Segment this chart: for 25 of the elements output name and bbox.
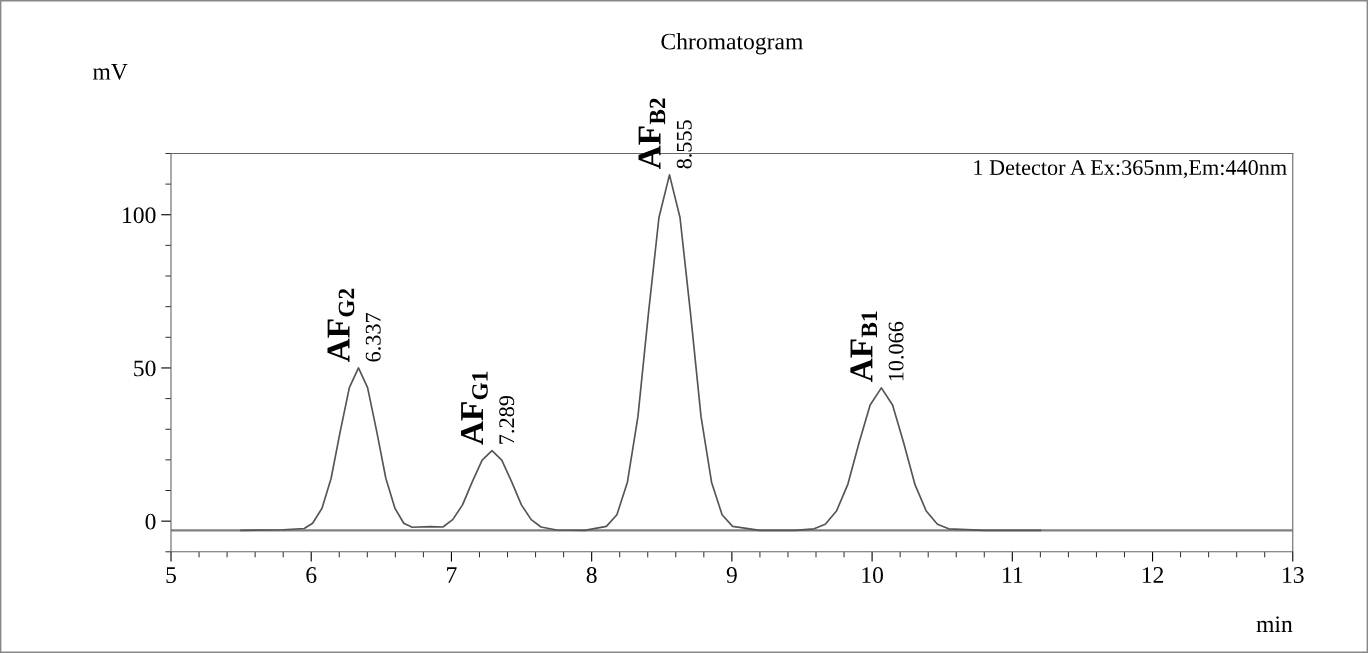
y-axis-title: mV [92, 64, 128, 80]
x-tick-label: 6 [306, 567, 317, 583]
chart-title: Chromatogram [661, 32, 803, 55]
x-axis-title: min [1256, 616, 1293, 632]
annotation: 7.289 [499, 396, 515, 444]
x-tick-label: 12 [1142, 567, 1164, 583]
y-tick-label: 0 [145, 513, 156, 530]
annotation: AF$_{G1}$ [460, 371, 488, 445]
y-tick-label: 100 [123, 207, 156, 224]
annotation: AF$_{G2}$ [327, 288, 355, 363]
x-tick-label: 9 [726, 567, 737, 583]
x-tick-label: 5 [166, 567, 176, 583]
x-tick-label: 7 [447, 567, 457, 583]
y-tick-label: 50 [134, 360, 156, 377]
x-tick-label: 13 [1283, 567, 1304, 583]
annotation: AF$_{B2}$ [638, 98, 666, 170]
x-tick-label: 10 [862, 567, 884, 583]
annotation: 1 Detector A Ex:365nm,Em:440nm [974, 160, 1287, 179]
annotation: AF$_{B1}$ [850, 311, 878, 382]
x-tick-label: 8 [586, 567, 597, 583]
annotation: 10.066 [888, 321, 904, 381]
x-tick-label: 11 [1003, 567, 1023, 583]
line-series [240, 174, 1042, 532]
annotation: 6.337 [365, 313, 381, 362]
annotation: 8.555 [676, 120, 692, 169]
